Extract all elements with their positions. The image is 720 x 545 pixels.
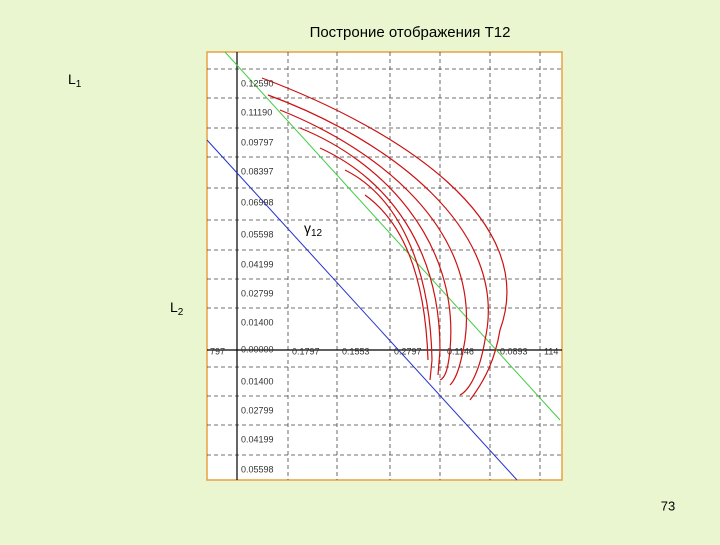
x-tick-label: 0.0893 (500, 346, 528, 356)
y-tick-label: 0.02799 (241, 288, 274, 298)
grid (207, 52, 562, 480)
curve (261, 77, 508, 401)
curve (267, 94, 489, 396)
line-l1 (224, 51, 561, 421)
label-text: γ (304, 220, 311, 236)
y-tick-label: 0.09797 (241, 137, 274, 147)
y-tick-label: 0.04199 (241, 434, 274, 444)
y-tick-label: 0.02799 (241, 405, 274, 415)
label-gamma: γ12 (304, 220, 323, 239)
x-tick-label: 114 (544, 346, 558, 356)
curve (364, 194, 429, 361)
x-tick-label: 0.1146 (447, 346, 474, 356)
label-text: L (68, 71, 76, 87)
title: Построние отображения T12 (310, 24, 511, 41)
label-sub: 2 (178, 307, 184, 318)
curves (261, 77, 508, 401)
label-sub: 12 (311, 228, 323, 239)
label-l1: L1 (68, 71, 82, 90)
curve (279, 109, 468, 386)
x-tick-label: 0.2797 (394, 346, 422, 356)
y-tick-label: 0.01400 (241, 376, 274, 386)
y-tick-labels: 0.12590 0.11190 0.09797 0.08397 0.06998 0.055… (241, 78, 274, 474)
line-l2 (206, 139, 518, 481)
x-tick-labels: 797 0.1797 0.1553 0.2797 0.1146 0.0893 114 (210, 346, 558, 356)
label-text: L (170, 299, 178, 315)
x-tick-label: 0.1797 (292, 346, 320, 356)
x-tick-label: 797 (210, 346, 225, 356)
y-tick-label: 0.01400 (241, 317, 274, 327)
label-l2: L2 (170, 299, 184, 318)
curve (319, 147, 441, 376)
y-tick-label: 0.12590 (241, 78, 274, 88)
y-tick-label: 0.06998 (241, 197, 274, 207)
y-tick-label: 0.08397 (241, 166, 274, 176)
curve (299, 127, 452, 381)
curve (344, 169, 433, 381)
x-tick-label: 0.1553 (342, 346, 370, 356)
y-tick-label: 0.04199 (241, 259, 274, 269)
y-tick-label: 0.05598 (241, 229, 274, 239)
y-tick-label: 0.00000 (241, 344, 274, 354)
plot-area (206, 51, 563, 481)
label-sub: 1 (76, 79, 82, 90)
page-number: 73 (661, 498, 675, 513)
y-tick-label: 0.11190 (241, 107, 272, 117)
y-tick-label: 0.05598 (241, 464, 274, 474)
